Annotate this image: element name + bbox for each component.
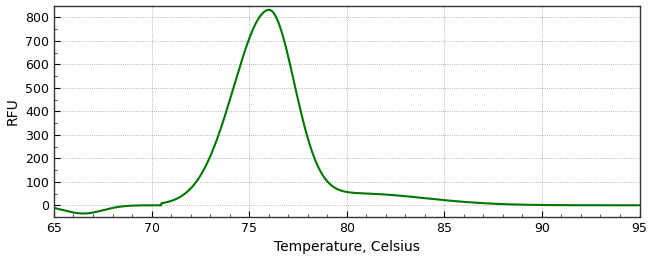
Y-axis label: RFU: RFU [6,98,20,125]
X-axis label: Temperature, Celsius: Temperature, Celsius [274,240,420,255]
